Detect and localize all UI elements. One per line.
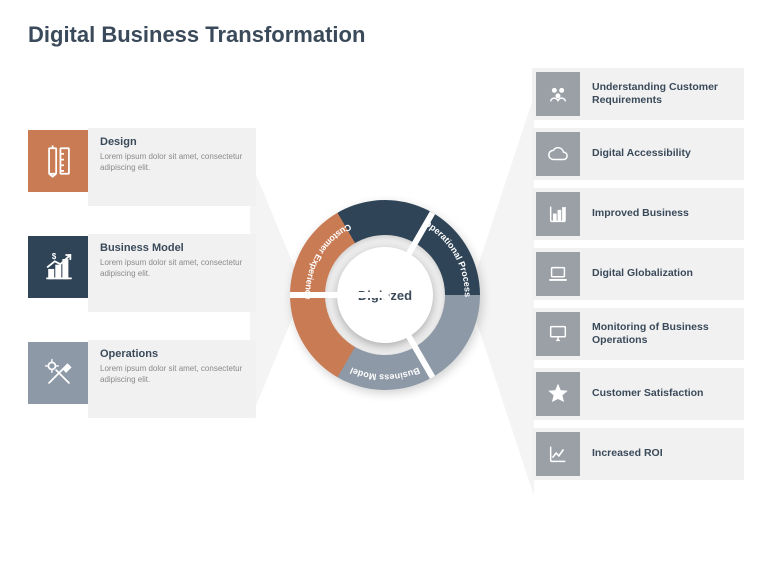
growth-chart-icon: $	[28, 236, 90, 298]
left-card-business-model: $ Business Model Lorem ipsum dolor sit a…	[28, 234, 256, 312]
right-card: Understanding Customer Requirements	[532, 68, 744, 120]
left-card-body: Lorem ipsum dolor sit amet, consectetur …	[100, 258, 246, 280]
laptop-icon	[536, 252, 580, 296]
page-title: Digital Business Transformation	[28, 22, 365, 48]
bar-chart-icon	[536, 192, 580, 236]
monitor-icon	[536, 312, 580, 356]
right-card: Customer Satisfaction	[532, 368, 744, 420]
people-icon	[536, 72, 580, 116]
left-column: Design Lorem ipsum dolor sit amet, conse…	[28, 128, 256, 418]
left-card-operations: Operations Lorem ipsum dolor sit amet, c…	[28, 340, 256, 418]
right-card-label: Improved Business	[584, 188, 744, 240]
right-card-label: Increased ROI	[584, 428, 744, 480]
donut-gap	[290, 292, 385, 298]
left-card-body: Lorem ipsum dolor sit amet, consectetur …	[100, 152, 246, 174]
line-chart-icon	[536, 432, 580, 476]
tools-icon	[28, 342, 90, 404]
pencil-ruler-icon	[28, 130, 90, 192]
right-card: Monitoring of Business Operations	[532, 308, 744, 360]
right-card-label: Customer Satisfaction	[584, 368, 744, 420]
right-column: Understanding Customer Requirements Digi…	[532, 68, 744, 480]
right-card-label: Digital Globalization	[584, 248, 744, 300]
right-card: Improved Business	[532, 188, 744, 240]
cloud-icon	[536, 132, 580, 176]
right-card-label: Digital Accessibility	[584, 128, 744, 180]
left-card-title: Design	[100, 136, 246, 148]
right-card: Increased ROI	[532, 428, 744, 480]
right-card: Digital Accessibility	[532, 128, 744, 180]
right-card-label: Monitoring of Business Operations	[584, 308, 744, 360]
left-card-title: Business Model	[100, 242, 246, 254]
right-card: Digital Globalization	[532, 248, 744, 300]
svg-text:$: $	[52, 252, 57, 261]
left-card-title: Operations	[100, 348, 246, 360]
left-card-body: Lorem ipsum dolor sit amet, consectetur …	[100, 364, 246, 386]
star-icon	[536, 372, 580, 416]
right-card-label: Understanding Customer Requirements	[584, 68, 744, 120]
left-card-design: Design Lorem ipsum dolor sit amet, conse…	[28, 128, 256, 206]
donut-chart: Digitized Operational Process Business M…	[290, 200, 480, 390]
